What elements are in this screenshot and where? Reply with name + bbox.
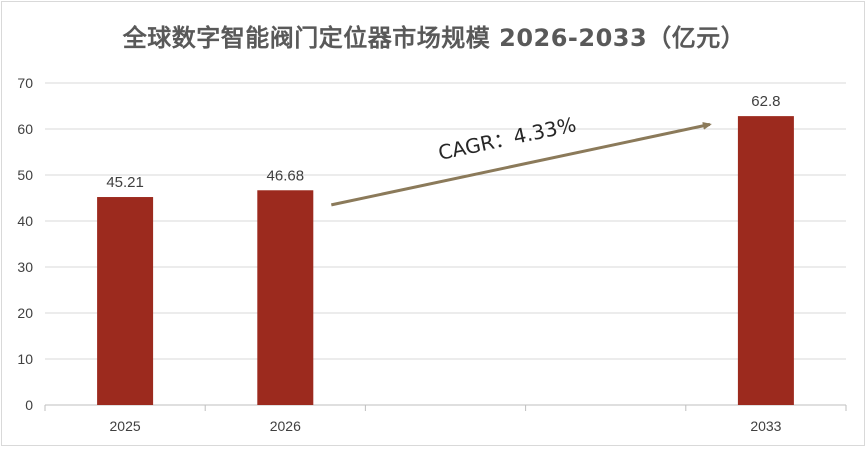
x-category-label: 2026	[270, 418, 301, 434]
y-tick-label: 40	[17, 213, 33, 229]
x-category-label: 2033	[750, 418, 781, 434]
data-label: 46.68	[267, 167, 305, 184]
axes: 0 10 20 30 40 50 60 70 2025 2026 2033	[17, 75, 847, 434]
y-tick-label: 50	[17, 167, 33, 183]
y-tick-label: 0	[25, 397, 33, 413]
bar	[97, 197, 154, 405]
y-tick-label: 60	[17, 121, 33, 137]
data-label: 45.21	[106, 174, 144, 191]
data-label: 62.8	[751, 93, 780, 110]
data-labels: 45.21 46.68 62.8	[106, 93, 780, 191]
chart-title: 全球数字智能阀门定位器市场规模 2026-2033（亿元）	[122, 24, 746, 52]
cagr-arrow	[330, 121, 712, 207]
y-tick-label: 30	[17, 259, 33, 275]
y-tick-label: 20	[17, 305, 33, 321]
x-category-label: 2025	[110, 418, 141, 434]
y-tick-label: 10	[17, 351, 33, 367]
bars	[97, 116, 794, 406]
y-tick-label: 70	[17, 75, 33, 91]
cagr-annotation: CAGR：4.33%	[330, 112, 712, 207]
bar	[257, 190, 314, 405]
gridlines	[45, 82, 846, 360]
bar	[737, 116, 794, 406]
